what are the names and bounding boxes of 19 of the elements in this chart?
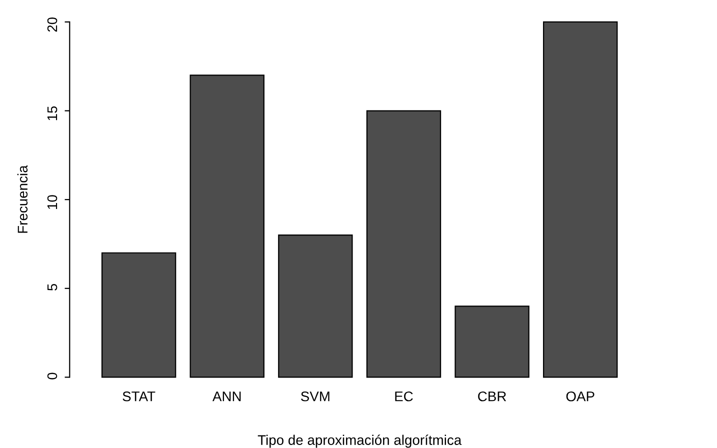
x-axis-title: Tipo de aproximación algorítmica bbox=[258, 434, 462, 448]
bar bbox=[543, 21, 618, 378]
bar bbox=[454, 306, 530, 378]
bar bbox=[278, 234, 353, 378]
y-tick-label: 15 bbox=[47, 106, 58, 120]
y-axis-title: Frecuencia bbox=[17, 165, 28, 233]
y-tick-label: 5 bbox=[47, 284, 58, 291]
bar bbox=[366, 110, 442, 378]
x-tick-label: OAP bbox=[566, 391, 594, 402]
y-tick-label: 20 bbox=[47, 17, 58, 32]
y-tick-label: 0 bbox=[47, 372, 58, 380]
x-tick-label: CBR bbox=[478, 391, 506, 402]
x-tick-label: SVM bbox=[301, 391, 330, 402]
x-tick-label: ANN bbox=[212, 392, 241, 402]
y-tick-label: 10 bbox=[47, 195, 58, 209]
x-tick-label: EC bbox=[395, 391, 413, 402]
x-tick-label: STAT bbox=[122, 391, 156, 402]
bar bbox=[101, 252, 176, 378]
bar bbox=[190, 74, 264, 378]
